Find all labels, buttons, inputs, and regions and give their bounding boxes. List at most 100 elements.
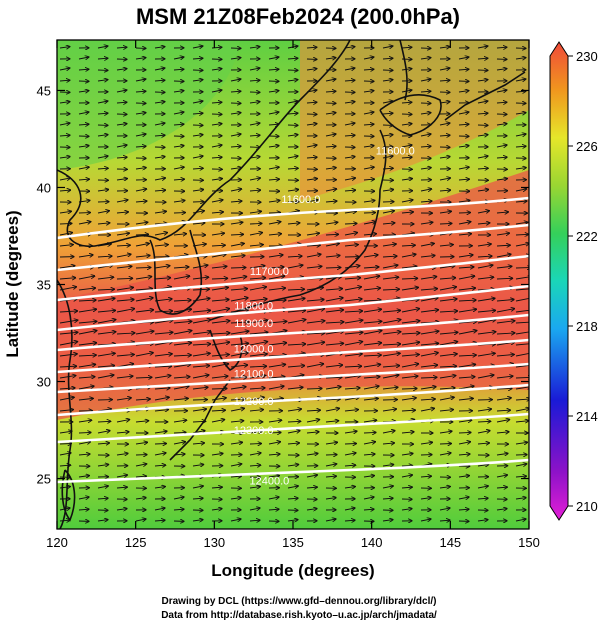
wind-arrow <box>116 475 128 477</box>
wind-arrow <box>59 520 70 521</box>
wind-arrow <box>325 255 340 257</box>
wind-arrow <box>439 508 450 510</box>
wind-arrow <box>78 91 89 92</box>
plot-area: 11600.0 11600.0 11700.0 11800.0 11900.0 12000… <box>57 40 529 529</box>
wind-arrow <box>78 398 93 400</box>
contour-11800 <box>57 284 529 332</box>
wind-arrow <box>116 124 127 125</box>
wind-arrow <box>192 431 205 433</box>
wind-arrow <box>306 233 320 235</box>
x-tick-label: 120 <box>46 535 68 550</box>
wind-arrow <box>382 486 393 488</box>
wind-arrow <box>363 377 380 378</box>
wind-arrow <box>306 157 317 158</box>
wind-arrow <box>59 431 72 433</box>
wind-arrow <box>287 58 298 59</box>
wind-arrow <box>192 409 207 411</box>
wind-arrow <box>173 509 184 510</box>
wind-arrow <box>116 90 127 92</box>
wind-arrow <box>135 298 153 302</box>
wind-arrow <box>78 321 97 323</box>
wind-arrow <box>230 387 246 389</box>
wind-arrow <box>59 465 71 466</box>
wind-arrow <box>325 91 336 92</box>
colorbar-ticks: 230 226 222 218 214 210 <box>568 49 598 514</box>
wind-arrow <box>477 80 488 81</box>
wind-arrow <box>249 178 260 180</box>
wind-arrow <box>496 179 507 180</box>
wind-arrow <box>268 69 279 70</box>
wind-arrow <box>173 91 184 92</box>
wind-arrow <box>458 57 469 59</box>
wind-arrow <box>268 276 285 280</box>
wind-arrow <box>439 68 450 70</box>
wind-arrow <box>306 47 317 48</box>
wind-arrow <box>154 388 170 389</box>
wind-arrow <box>268 377 285 378</box>
wind-arrow <box>401 145 412 147</box>
wind-arrow <box>344 366 362 367</box>
wind-arrow <box>78 276 95 280</box>
wind-arrow <box>439 102 450 103</box>
wind-arrow <box>192 168 203 169</box>
wind-arrow <box>496 245 510 246</box>
wind-arrow <box>154 102 165 103</box>
wind-arrow <box>515 91 526 92</box>
wind-arrow <box>382 464 394 466</box>
wind-arrow <box>154 443 167 444</box>
wind-arrow <box>306 266 322 268</box>
wind-arrow <box>515 309 529 313</box>
wind-arrow <box>173 200 185 202</box>
wind-arrow <box>382 256 397 257</box>
wind-arrow <box>249 157 260 158</box>
wind-arrow <box>420 331 439 335</box>
wind-arrow <box>268 255 283 257</box>
wind-arrow <box>211 287 229 291</box>
wind-arrow <box>496 212 508 213</box>
wind-arrow <box>515 421 529 422</box>
wind-arrow <box>135 331 154 335</box>
wind-arrow <box>496 278 513 279</box>
wind-arrow <box>363 420 377 422</box>
wind-arrow <box>287 80 298 81</box>
wind-arrow <box>401 254 416 258</box>
wind-arrow <box>420 353 438 357</box>
wind-arrow <box>515 442 528 444</box>
wind-arrow <box>439 190 451 191</box>
contour-label: 11900.0 <box>234 318 273 330</box>
wind-arrow <box>116 47 127 48</box>
wind-arrow <box>230 134 241 136</box>
wind-arrow <box>363 343 382 345</box>
wind-arrow <box>78 57 89 59</box>
wind-arrow <box>230 277 247 280</box>
wind-arrow <box>363 255 378 257</box>
wind-arrow <box>97 244 111 246</box>
wind-arrow <box>420 134 431 136</box>
wind-arrow <box>306 419 320 422</box>
wind-arrow <box>173 386 189 390</box>
wind-arrow <box>249 68 260 70</box>
wind-arrow <box>78 179 89 180</box>
wind-arrow <box>78 432 91 433</box>
wind-arrow <box>306 124 317 125</box>
wind-arrow <box>401 342 420 346</box>
wind-arrow <box>211 102 222 103</box>
wind-arrow <box>249 487 260 488</box>
wind-arrow <box>249 332 268 334</box>
wind-arrow <box>230 168 241 169</box>
wind-arrow <box>477 156 488 158</box>
wind-arrow <box>477 320 496 324</box>
y-tick-label: 40 <box>37 180 51 195</box>
wind-arrow <box>78 146 89 147</box>
wind-arrow <box>173 321 192 323</box>
wind-arrow <box>496 124 507 125</box>
wind-arrow <box>420 442 433 444</box>
wind-arrow <box>97 189 109 191</box>
wind-arrow <box>477 409 492 411</box>
wind-arrow <box>363 331 382 335</box>
wind-arrow <box>97 289 115 290</box>
wind-arrow <box>230 113 241 114</box>
wind-arrow <box>306 487 317 488</box>
wind-arrow <box>344 233 358 235</box>
wind-arrow <box>401 410 416 411</box>
